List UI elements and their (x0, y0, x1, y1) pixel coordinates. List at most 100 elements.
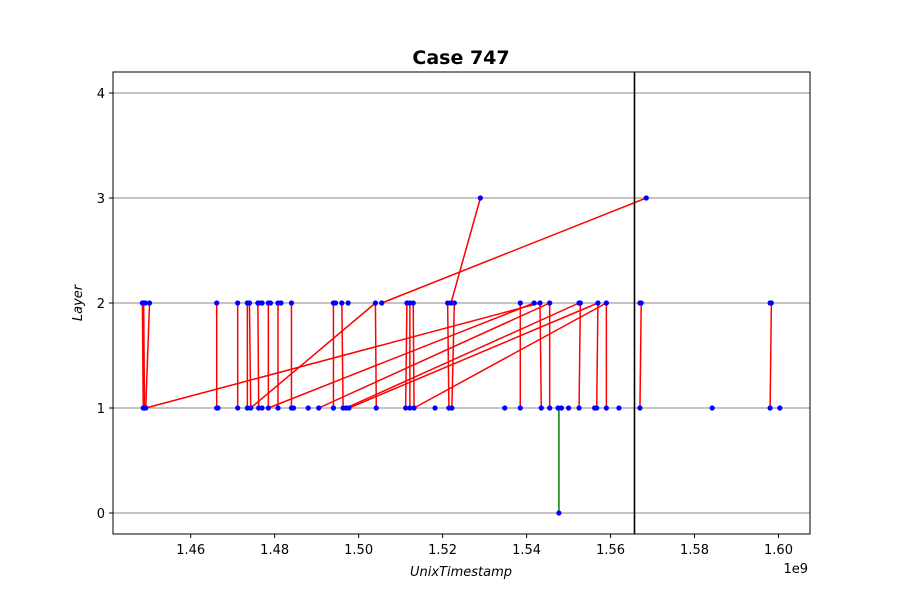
x-tick-label: 1.54 (512, 543, 541, 558)
y-tick-label: 1 (97, 402, 105, 417)
data-point (517, 300, 523, 306)
data-point (537, 300, 543, 306)
red-edge (404, 302, 408, 409)
x-tick-label: 1.56 (596, 543, 625, 558)
data-point (477, 195, 483, 201)
data-point (379, 300, 385, 306)
data-point (345, 300, 351, 306)
data-point (637, 405, 643, 411)
data-point (576, 405, 582, 411)
data-point (146, 300, 153, 306)
data-point (709, 405, 715, 411)
data-point (547, 300, 553, 306)
x-tick-label: 1.60 (764, 543, 793, 558)
data-point (235, 300, 241, 306)
data-point (411, 405, 417, 411)
data-point (603, 300, 609, 306)
data-point (143, 405, 149, 411)
x-tick-label: 1.58 (680, 543, 709, 558)
data-point (372, 300, 379, 306)
red-edge (413, 302, 607, 409)
data-point (267, 300, 274, 306)
red-edge (578, 302, 582, 409)
data-point (517, 405, 523, 411)
red-edge (381, 197, 647, 304)
data-point (332, 300, 339, 306)
points (139, 195, 783, 516)
red-edge (374, 302, 378, 409)
data-point (259, 300, 265, 306)
data-point (142, 300, 148, 306)
data-point (556, 510, 562, 516)
red-edge (446, 302, 450, 409)
y-tick-label: 4 (97, 87, 105, 102)
data-point (449, 405, 455, 411)
edges (141, 197, 773, 513)
data-point (235, 405, 241, 411)
data-point (278, 300, 284, 306)
red-edge (248, 302, 252, 409)
red-edge (769, 302, 773, 409)
data-point (248, 405, 254, 411)
data-point (407, 405, 413, 411)
data-point (265, 405, 271, 411)
grid-lines (113, 92, 810, 514)
red-edge (257, 302, 260, 409)
data-point (603, 405, 609, 411)
data-point (768, 300, 774, 306)
data-point (403, 405, 409, 411)
red-edge (318, 302, 550, 409)
red-edge (595, 302, 599, 409)
x-tick-label: 1.48 (260, 543, 289, 558)
data-point (594, 405, 600, 411)
data-point (451, 300, 457, 306)
x-tick-label: 1.50 (344, 543, 373, 558)
red-edge (348, 302, 599, 409)
data-point (638, 300, 644, 306)
data-point (246, 300, 253, 306)
data-point (339, 300, 345, 306)
y-tick-label: 0 (97, 507, 105, 522)
red-edge (250, 302, 376, 409)
x-axis-ticks: 1.46 1.48 1.50 1.52 1.54 1.56 1.58 1.60 (176, 534, 793, 558)
data-point (214, 300, 220, 306)
data-point (275, 405, 281, 411)
data-point (531, 300, 537, 306)
red-edge (341, 302, 344, 409)
x-axis-label: UnixTimestamp (410, 565, 512, 580)
y-tick-label: 2 (97, 297, 105, 312)
data-point (777, 405, 783, 411)
data-point (346, 405, 352, 411)
red-edge (539, 302, 543, 409)
red-edge (268, 302, 535, 409)
data-point (538, 405, 544, 411)
red-edge (145, 302, 151, 409)
x-tick-label: 1.46 (176, 543, 205, 558)
x-tick-label: 1.52 (428, 543, 457, 558)
y-tick-label: 3 (97, 192, 105, 207)
red-edge (450, 197, 482, 304)
y-axis-ticks: 0 1 2 3 4 (97, 87, 113, 522)
data-point (316, 405, 322, 411)
data-point (290, 405, 297, 411)
red-edge (142, 302, 146, 409)
data-point (259, 405, 265, 411)
data-point (558, 405, 565, 411)
data-point (215, 405, 221, 411)
x-axis-offset-label: 1e9 (783, 562, 808, 577)
data-point (502, 405, 508, 411)
red-edge (412, 302, 415, 409)
data-point (643, 195, 649, 201)
data-point (616, 405, 622, 411)
data-point (577, 300, 583, 306)
data-point (410, 300, 416, 306)
data-point (432, 405, 438, 411)
red-edge (451, 302, 456, 409)
data-point (565, 405, 572, 411)
data-point (288, 300, 295, 306)
data-point (547, 405, 553, 411)
data-point (373, 405, 379, 411)
chart-title: Case 747 (412, 47, 509, 69)
